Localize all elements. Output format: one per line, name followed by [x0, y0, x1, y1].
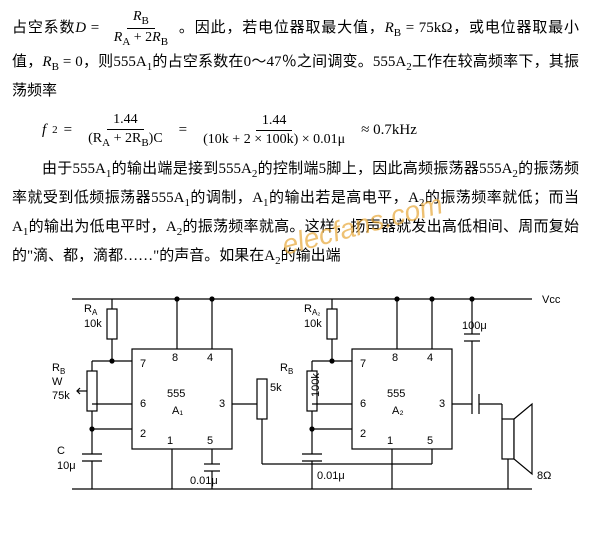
- svg-text:5: 5: [207, 435, 213, 447]
- svg-text:7: 7: [140, 358, 146, 370]
- svg-text:2: 2: [360, 428, 366, 440]
- eq: =: [86, 20, 104, 36]
- svg-text:1: 1: [167, 435, 173, 447]
- svg-text:555: 555: [167, 388, 185, 400]
- fraction-1: RB RA + 2RB: [108, 8, 174, 49]
- svg-text:10k: 10k: [84, 318, 102, 330]
- svg-text:0.01μ: 0.01μ: [317, 470, 345, 482]
- paragraph-1: 占空系数D = RB RA + 2RB 。因此，若电位器取最大值，RB = 75…: [12, 8, 579, 105]
- svg-text:10k: 10k: [304, 318, 322, 330]
- formula-f2: f2 = 1.44 (RA + 2RB)C = 1.44 (10k + 2 × …: [12, 111, 579, 150]
- svg-text:10μ: 10μ: [57, 460, 76, 472]
- svg-text:8: 8: [172, 352, 178, 364]
- fraction-2b: 1.44 (10k + 2 × 100k) × 0.01μ: [197, 112, 351, 149]
- svg-text:100k: 100k: [310, 373, 322, 397]
- svg-text:C: C: [57, 445, 65, 457]
- text: 。因此，若电位器取最大值，: [178, 20, 385, 36]
- svg-text:W: W: [52, 376, 63, 388]
- svg-text:1: 1: [387, 435, 393, 447]
- svg-text:8Ω: 8Ω: [537, 470, 551, 482]
- svg-text:75k: 75k: [52, 390, 70, 402]
- svg-text:RA₂: RA₂: [304, 303, 320, 317]
- svg-text:0.01μ: 0.01μ: [190, 475, 218, 487]
- svg-text:6: 6: [140, 398, 146, 410]
- circuit-diagram: Vcc 555 A₁ 7 6 2 8 4 3 5 1 555 A₂ 7 6 2 …: [12, 279, 579, 509]
- svg-text:RA: RA: [84, 303, 98, 317]
- svg-text:RB: RB: [52, 362, 65, 376]
- svg-text:3: 3: [219, 398, 225, 410]
- svg-text:3: 3: [439, 398, 445, 410]
- svg-text:RB: RB: [280, 362, 293, 376]
- fraction-2a: 1.44 (RA + 2RB)C: [82, 111, 169, 150]
- svg-text:8: 8: [392, 352, 398, 364]
- svg-text:100μ: 100μ: [462, 320, 487, 332]
- svg-text:7: 7: [360, 358, 366, 370]
- svg-text:Vcc: Vcc: [542, 294, 561, 306]
- svg-text:A₁: A₁: [172, 405, 183, 417]
- text: 占空系数: [12, 20, 75, 36]
- svg-text:555: 555: [387, 388, 405, 400]
- var-d: D: [75, 20, 86, 36]
- paragraph-2: 由于555A1的输出端是接到555A2的控制端5脚上，因此高频振荡器555A2的…: [12, 156, 579, 271]
- svg-text:5: 5: [427, 435, 433, 447]
- svg-text:4: 4: [427, 352, 433, 364]
- svg-text:4: 4: [207, 352, 213, 364]
- svg-text:2: 2: [140, 428, 146, 440]
- svg-text:6: 6: [360, 398, 366, 410]
- svg-text:A₂: A₂: [392, 405, 404, 417]
- svg-text:5k: 5k: [270, 382, 282, 394]
